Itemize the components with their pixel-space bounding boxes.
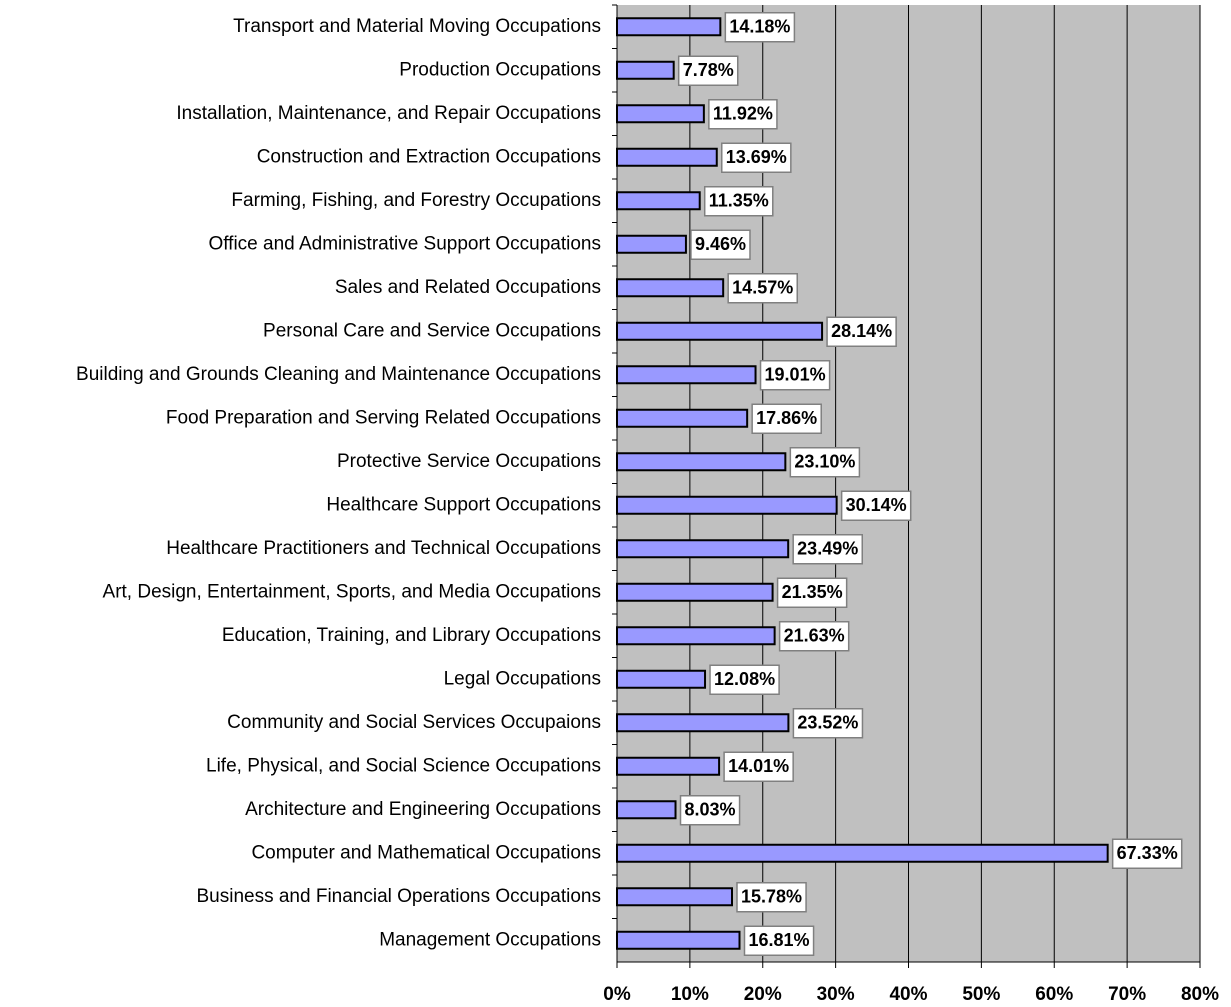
category-label: Art, Design, Entertainment, Sports, and … — [103, 581, 601, 602]
bar — [616, 104, 705, 124]
category-label: Installation, Maintenance, and Repair Oc… — [176, 103, 601, 124]
value-label-box — [721, 142, 792, 173]
bar — [616, 452, 787, 472]
value-label: 28.14% — [831, 321, 892, 341]
value-label-box — [792, 534, 863, 565]
value-label: 13.69% — [726, 147, 787, 167]
bar — [616, 539, 790, 559]
value-label-box — [826, 316, 897, 347]
category-label: Office and Administrative Support Occupa… — [208, 233, 601, 254]
x-tick-label: 40% — [889, 984, 927, 1005]
x-tick-label: 30% — [817, 984, 855, 1005]
bar — [616, 626, 776, 646]
x-tick-label: 0% — [603, 984, 631, 1005]
value-label-box — [727, 273, 798, 304]
category-label: Sales and Related Occupations — [335, 277, 601, 298]
value-label: 15.78% — [741, 887, 802, 907]
bar — [616, 930, 741, 950]
category-label: Business and Financial Operations Occupa… — [196, 886, 601, 907]
value-label-box — [703, 186, 774, 217]
bar — [616, 147, 718, 167]
category-label: Production Occupations — [399, 59, 601, 80]
value-label: 11.35% — [709, 191, 769, 211]
category-label: Computer and Mathematical Occupations — [251, 842, 601, 863]
value-label-box — [679, 795, 741, 826]
value-label: 14.18% — [729, 17, 790, 37]
category-label: Community and Social Services Occupaions — [227, 712, 601, 733]
bar — [616, 234, 687, 254]
bar — [616, 278, 725, 298]
value-label-box — [723, 751, 794, 782]
value-label-box — [792, 708, 864, 739]
bar — [616, 582, 774, 602]
value-label-box — [736, 882, 807, 913]
x-tick-label: 70% — [1108, 984, 1146, 1005]
category-label: Construction and Extraction Occupations — [257, 146, 601, 167]
bar — [616, 408, 749, 428]
value-label: 11.92% — [713, 104, 773, 124]
bar — [616, 756, 721, 776]
category-label: Personal Care and Service Occupations — [263, 320, 601, 341]
value-label-box — [677, 55, 739, 86]
x-tick-label: 50% — [962, 984, 1000, 1005]
bar — [616, 800, 677, 820]
value-label: 14.01% — [728, 756, 789, 776]
value-label-box — [776, 577, 848, 608]
value-label-box — [751, 403, 822, 434]
value-label: 23.49% — [797, 539, 858, 559]
value-label-box — [759, 360, 831, 391]
value-label: 67.33% — [1117, 843, 1178, 863]
category-label: Healthcare Practitioners and Technical O… — [166, 538, 601, 559]
value-label-box — [789, 447, 861, 478]
value-label: 7.78% — [683, 60, 734, 80]
value-label: 21.35% — [782, 582, 843, 602]
bar — [616, 321, 824, 341]
bar — [616, 713, 790, 733]
value-label: 17.86% — [756, 408, 817, 428]
value-label-box — [840, 490, 912, 521]
category-label: Management Occupations — [379, 929, 601, 950]
value-label-box — [1111, 838, 1183, 869]
x-tick-label: 60% — [1035, 984, 1073, 1005]
bar — [616, 669, 707, 689]
category-label: Transport and Material Moving Occupation… — [233, 16, 601, 37]
category-label: Life, Physical, and Social Science Occup… — [206, 755, 601, 776]
value-label: 30.14% — [846, 495, 907, 515]
value-label-box — [724, 12, 796, 43]
value-label: 19.01% — [765, 365, 826, 385]
bar — [616, 365, 757, 385]
value-label-box — [778, 621, 850, 652]
bar — [616, 887, 733, 907]
value-label: 9.46% — [695, 234, 746, 254]
bar — [616, 60, 675, 80]
value-label-box — [743, 925, 815, 956]
bar — [616, 495, 838, 515]
category-label: Building and Grounds Cleaning and Mainte… — [76, 364, 601, 385]
category-label: Farming, Fishing, and Forestry Occupatio… — [231, 190, 601, 211]
bar — [616, 843, 1109, 863]
x-tick-label: 10% — [671, 984, 709, 1005]
value-label: 16.81% — [749, 930, 810, 950]
value-label: 8.03% — [685, 800, 736, 820]
value-label: 23.52% — [797, 713, 858, 733]
category-label: Protective Service Occupations — [337, 451, 601, 472]
value-label-box — [709, 664, 780, 695]
x-tick-label: 80% — [1181, 984, 1219, 1005]
value-label: 14.57% — [732, 278, 793, 298]
category-label: Education, Training, and Library Occupat… — [222, 625, 601, 646]
value-label: 23.10% — [794, 452, 855, 472]
x-tick-label: 20% — [744, 984, 782, 1005]
category-label: Architecture and Engineering Occupations — [245, 799, 601, 820]
bar — [616, 17, 722, 37]
value-label: 21.63% — [784, 626, 845, 646]
category-label: Food Preparation and Serving Related Occ… — [166, 407, 601, 428]
value-label: 12.08% — [714, 669, 775, 689]
bar — [616, 191, 701, 211]
category-label: Legal Occupations — [444, 668, 601, 689]
category-label: Healthcare Support Occupations — [326, 494, 601, 515]
value-label-box — [690, 229, 751, 260]
value-label-box — [708, 99, 778, 130]
